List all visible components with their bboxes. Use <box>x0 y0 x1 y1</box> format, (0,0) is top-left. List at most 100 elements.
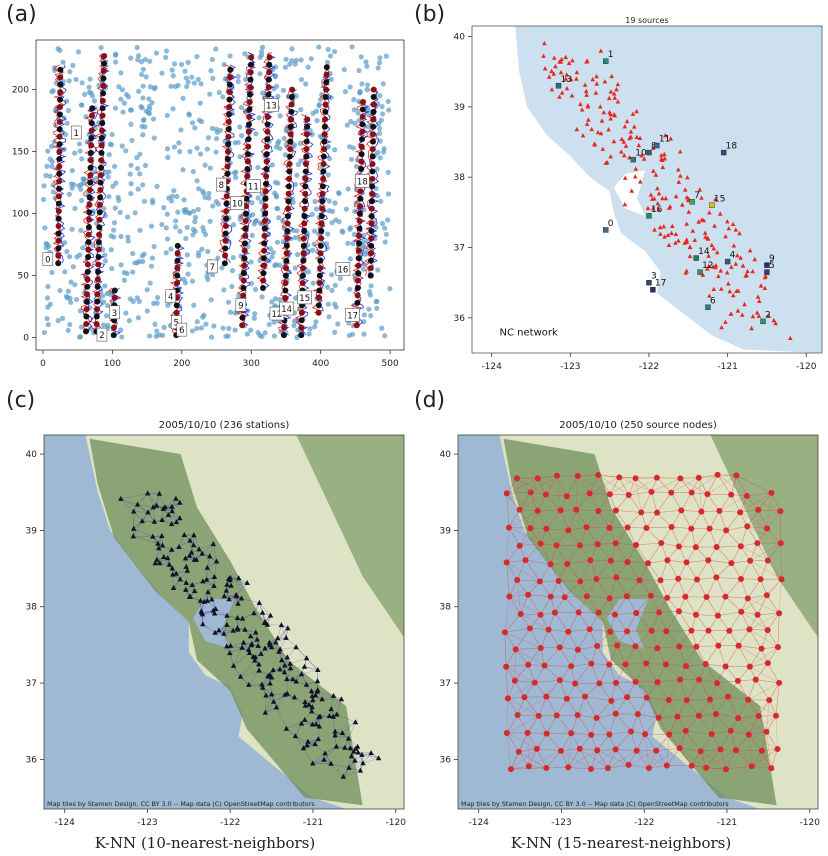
background-point <box>184 252 190 258</box>
background-point <box>248 259 254 265</box>
background-point <box>319 92 325 98</box>
b-ytick-label-2: 38 <box>454 173 466 183</box>
graph-edge <box>348 767 361 771</box>
graph-edge <box>647 559 668 564</box>
graph-edge <box>586 510 599 528</box>
graph-edge <box>766 578 782 596</box>
graph-edge <box>608 664 617 683</box>
graph-edge <box>519 492 531 510</box>
station-node <box>196 546 202 552</box>
station-marker <box>680 202 685 207</box>
pick-marker <box>320 175 327 182</box>
background-point <box>367 292 373 298</box>
graph-edge <box>731 560 751 564</box>
pick-marker <box>354 299 361 306</box>
pick-marker <box>85 224 92 231</box>
graph-edge <box>685 646 697 667</box>
station-marker <box>684 237 689 242</box>
station-marker <box>564 86 570 91</box>
graph-edge <box>568 509 577 531</box>
graph-edge <box>695 546 709 561</box>
graph-edge <box>708 559 732 564</box>
station-node <box>283 634 289 640</box>
pick-marker <box>282 287 289 294</box>
graph-edge <box>514 664 529 681</box>
graph-edge <box>657 510 682 513</box>
source-node <box>575 609 582 616</box>
graph-edge <box>657 664 667 683</box>
background-point <box>257 54 263 61</box>
graph-edge <box>716 546 732 564</box>
station-node <box>345 735 352 741</box>
event-label-1: 1 <box>70 125 82 140</box>
source-node <box>752 676 759 683</box>
source-node <box>682 593 689 600</box>
graph-edge <box>685 663 706 667</box>
graph-edge <box>717 615 730 631</box>
background-point <box>328 95 334 101</box>
background-point <box>376 130 383 137</box>
pick-marker <box>263 173 270 180</box>
source-node <box>595 472 602 479</box>
background-point <box>331 48 338 55</box>
graph-edge <box>656 477 681 479</box>
station-node <box>284 676 290 682</box>
background-point <box>137 227 143 233</box>
station-node <box>211 574 218 579</box>
graph-edge <box>509 581 541 597</box>
graph-edge <box>577 475 611 495</box>
background-point <box>215 201 221 207</box>
background-point <box>183 206 189 213</box>
background-point <box>332 147 338 153</box>
graph-edge <box>729 611 742 631</box>
graph-edge <box>657 679 681 683</box>
station-marker <box>663 195 669 201</box>
graph-edge <box>589 474 599 494</box>
station-node <box>131 508 137 514</box>
source-node <box>542 491 549 498</box>
station-marker <box>630 111 636 116</box>
pick-marker <box>316 280 323 287</box>
graph-edge <box>747 598 758 615</box>
graph-edge <box>550 545 557 565</box>
source-node <box>586 626 593 633</box>
station-node <box>352 719 359 725</box>
graph-edge <box>525 543 541 561</box>
background-point <box>380 149 387 155</box>
b-xtick-label-4: -120 <box>796 362 817 372</box>
station-marker <box>623 143 629 148</box>
station-marker <box>553 63 558 69</box>
graph-edge <box>559 647 572 667</box>
source-node <box>722 663 729 670</box>
source-node <box>511 677 518 684</box>
background-point <box>298 106 304 113</box>
station-node <box>256 667 262 673</box>
station-node <box>277 666 283 672</box>
graph-edge <box>646 512 658 529</box>
station-marker <box>656 191 662 196</box>
source-marker <box>693 255 699 261</box>
pick-marker <box>56 103 63 110</box>
graph-edge <box>666 630 692 632</box>
background-point <box>349 44 355 50</box>
pick-marker <box>265 84 272 91</box>
graph-edge <box>516 579 521 615</box>
source-node <box>522 557 529 564</box>
graph-edge <box>519 509 538 512</box>
graph-edge <box>614 596 628 615</box>
pick-marker <box>98 142 105 149</box>
background-point <box>111 227 117 233</box>
source-node <box>636 577 643 584</box>
pick-marker <box>298 309 305 316</box>
source-node <box>714 680 721 687</box>
source-node <box>616 474 623 481</box>
background-point <box>204 146 210 152</box>
station-node <box>246 650 253 655</box>
graph-edge <box>690 528 697 548</box>
graph-edge <box>695 614 709 631</box>
graph-edge <box>696 630 709 647</box>
graph-edge <box>546 750 562 769</box>
station-marker <box>668 136 673 141</box>
source-node <box>594 747 601 754</box>
background-point <box>348 225 354 231</box>
